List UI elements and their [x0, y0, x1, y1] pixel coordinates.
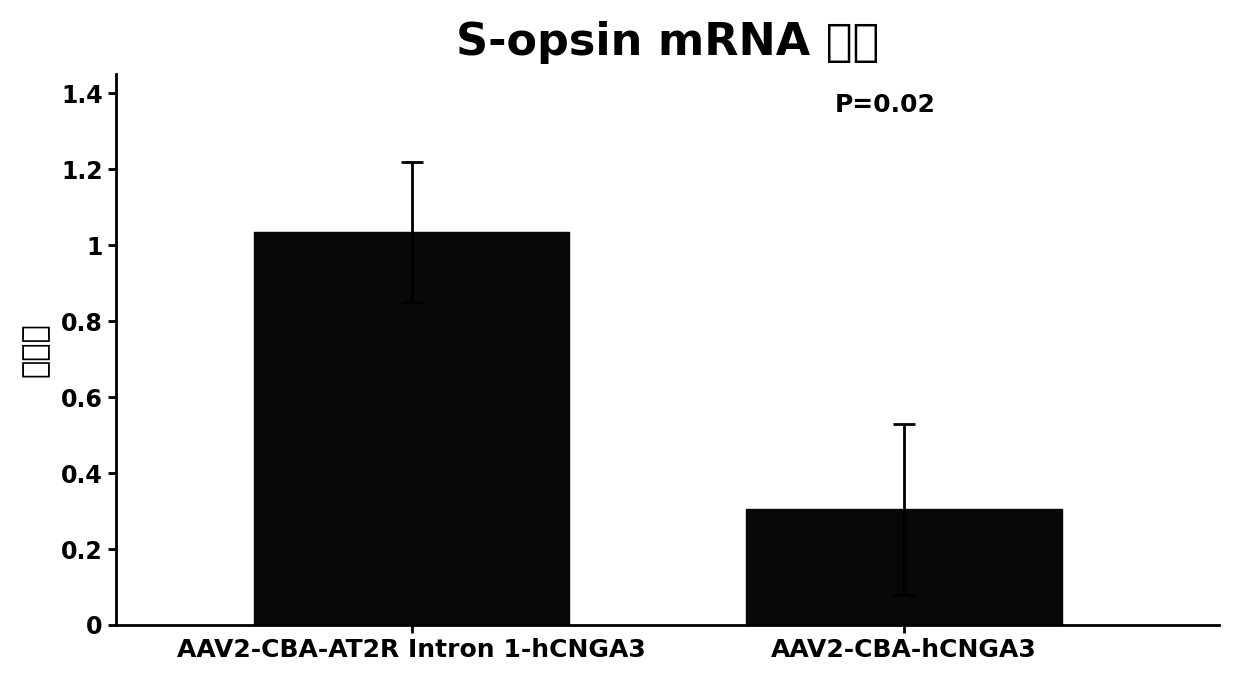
Bar [746, 509, 1061, 625]
Text: P=0.02: P=0.02 [835, 94, 936, 117]
Y-axis label: 表达量: 表达量 [21, 322, 50, 377]
Bar [254, 232, 569, 625]
Title: S-opsin mRNA 水平: S-opsin mRNA 水平 [456, 21, 879, 64]
